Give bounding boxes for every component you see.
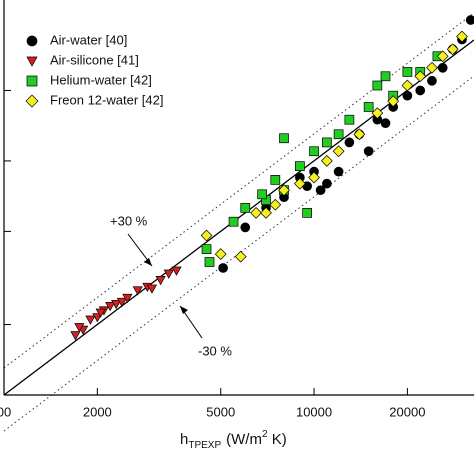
point: [111, 299, 122, 310]
legend-marker: [26, 35, 38, 47]
arrow-head: [144, 258, 152, 266]
lower-bound-line: [3, 75, 474, 432]
legend-label: Air-silicone [41]: [50, 52, 139, 67]
x-tick-label: 20000: [389, 404, 425, 419]
point: [308, 171, 320, 184]
point: [402, 67, 413, 77]
point: [333, 166, 344, 177]
x-tick-label: 00: [0, 404, 11, 419]
x-axis-label: hTPEXP (W/m2 K): [180, 429, 287, 451]
point: [380, 118, 391, 129]
point: [401, 79, 414, 92]
point: [240, 222, 251, 233]
point: [200, 229, 213, 242]
point: [414, 70, 427, 83]
x-tick-label: 5000: [206, 404, 235, 419]
point: [269, 198, 282, 211]
point: [250, 206, 262, 219]
point: [372, 80, 383, 91]
point: [456, 30, 468, 43]
point: [320, 155, 333, 167]
point: [465, 15, 474, 25]
point: [344, 137, 355, 148]
point: [85, 315, 96, 325]
annotation: -30 %: [198, 343, 232, 358]
legend-label: Air-water [40]: [50, 32, 127, 47]
point: [363, 102, 374, 112]
point: [302, 208, 312, 218]
point: [332, 145, 345, 158]
upper-bound-line: [3, 12, 474, 369]
point: [105, 302, 116, 312]
point: [214, 248, 227, 260]
point: [155, 276, 166, 286]
point: [257, 189, 267, 200]
point: [363, 146, 374, 157]
point: [70, 331, 81, 341]
point: [122, 293, 133, 304]
point: [279, 133, 289, 144]
point: [278, 184, 290, 197]
point: [270, 175, 281, 185]
legend-marker: [25, 94, 39, 108]
point: [436, 50, 449, 63]
point: [309, 146, 319, 157]
point: [95, 308, 106, 318]
point: [371, 107, 384, 120]
point: [204, 257, 215, 267]
point: [116, 297, 127, 308]
x-tick-label: 10000: [296, 404, 332, 419]
point: [402, 90, 413, 101]
point: [437, 62, 448, 73]
legend-label: Helium-water [42]: [50, 72, 152, 87]
point: [387, 95, 400, 108]
point: [293, 177, 306, 190]
legend-marker: [26, 56, 38, 67]
point: [446, 43, 459, 56]
point: [353, 128, 366, 141]
point: [132, 286, 143, 296]
point: [228, 216, 239, 227]
point: [322, 178, 332, 189]
point: [260, 206, 272, 219]
arrow-head: [180, 306, 188, 314]
point: [344, 114, 355, 125]
point: [295, 161, 305, 171]
annotation: +30 %: [110, 213, 148, 228]
point: [333, 129, 344, 140]
point: [322, 137, 332, 148]
point: [146, 284, 158, 294]
point: [315, 185, 326, 196]
legend-marker: [26, 75, 38, 87]
point: [240, 203, 251, 213]
legend-label: Freon 12-water [42]: [50, 92, 163, 107]
point: [234, 250, 247, 263]
point: [74, 323, 85, 333]
x-tick-label: 2000: [83, 404, 112, 419]
point: [201, 244, 212, 254]
point: [415, 85, 426, 96]
point: [163, 269, 174, 279]
point: [171, 266, 182, 276]
point: [218, 263, 228, 273]
point: [427, 75, 437, 86]
point: [426, 61, 438, 74]
point: [380, 71, 391, 82]
